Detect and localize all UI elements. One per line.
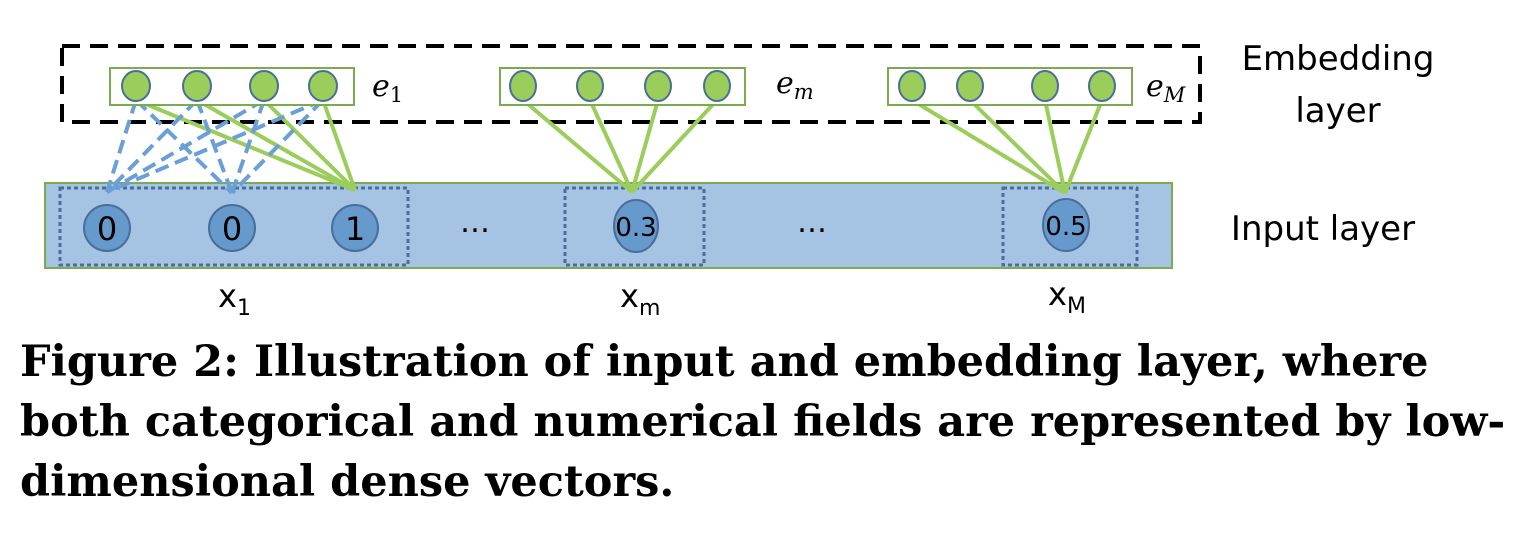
connection-line — [321, 99, 357, 191]
svg-text:0.3: 0.3 — [615, 213, 656, 243]
embedding-node — [1031, 70, 1059, 102]
connection-line-dashed — [105, 98, 199, 194]
embedding-node — [956, 70, 984, 102]
svg-text:0.5: 0.5 — [1045, 212, 1086, 242]
embedding-layer-box — [60, 44, 1202, 124]
connection-line-dashed — [230, 98, 325, 195]
input-layer-label: Input layer — [1231, 209, 1415, 249]
input-node: 0.5 — [1042, 198, 1090, 252]
connection-line — [968, 98, 1067, 195]
connection-line — [521, 98, 634, 194]
ellipsis: … — [460, 205, 490, 240]
embedding-node — [576, 70, 604, 102]
field-box-x1 — [58, 186, 410, 267]
embedding-node — [308, 70, 338, 102]
connection-line — [135, 98, 356, 192]
embedding-node — [249, 70, 279, 102]
connection-line-dashed — [105, 99, 138, 193]
label-eM: eM — [1146, 69, 1186, 107]
label-e1: e1 — [372, 69, 403, 107]
embedding-layer-label: layer — [1295, 91, 1380, 131]
figure-caption: Figure 2: Illustration of input and embe… — [20, 337, 1506, 507]
label-em: em — [776, 66, 814, 104]
field-box-xm — [563, 186, 706, 267]
input-node: 0 — [208, 204, 256, 252]
connection-line — [588, 99, 634, 193]
embedding-node — [182, 70, 212, 102]
connection-line-dashed — [106, 98, 324, 194]
svg-text:1: 1 — [345, 210, 365, 248]
embedding-node — [703, 70, 731, 102]
embedding-node — [121, 70, 151, 102]
field-box-xM — [1001, 186, 1139, 267]
input-node: 0 — [83, 204, 131, 252]
label-xm: xm — [620, 277, 660, 321]
connection-line — [1043, 99, 1067, 194]
input-node: 0.3 — [613, 199, 659, 253]
embedding-layer-label: Embedding — [1242, 39, 1435, 79]
svg-text:0: 0 — [97, 210, 117, 248]
connection-line-dashed — [105, 98, 266, 194]
connection-line-dashed — [230, 99, 266, 194]
embedding-node — [644, 70, 672, 102]
embedding-node — [509, 70, 537, 102]
svg-text:0: 0 — [222, 210, 242, 248]
connection-line — [910, 98, 1067, 195]
label-x1: x1 — [218, 277, 251, 321]
connection-line — [1063, 99, 1104, 194]
connection-line — [630, 98, 719, 194]
connection-line — [262, 98, 357, 192]
input-node: 1 — [331, 204, 379, 252]
label-xM: xM — [1048, 275, 1086, 319]
connection-line — [630, 99, 660, 193]
connection-line — [196, 98, 356, 192]
ellipsis: … — [797, 205, 827, 240]
embedding-node — [898, 70, 926, 102]
embedding-node — [1088, 70, 1116, 102]
